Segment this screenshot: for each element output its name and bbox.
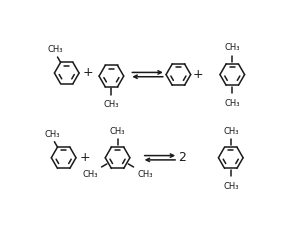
Text: CH₃: CH₃ (138, 170, 153, 179)
Text: 2: 2 (178, 150, 186, 163)
Text: +: + (79, 150, 90, 163)
Text: CH₃: CH₃ (82, 170, 98, 179)
Text: CH₃: CH₃ (224, 43, 240, 52)
Text: +: + (193, 67, 204, 80)
Text: CH₃: CH₃ (223, 126, 239, 135)
Text: CH₃: CH₃ (47, 45, 63, 54)
Text: CH₃: CH₃ (224, 98, 240, 107)
Text: +: + (82, 66, 93, 79)
Text: CH₃: CH₃ (44, 129, 60, 138)
Text: CH₃: CH₃ (110, 126, 125, 135)
Text: CH₃: CH₃ (223, 181, 239, 190)
Text: CH₃: CH₃ (104, 100, 119, 109)
